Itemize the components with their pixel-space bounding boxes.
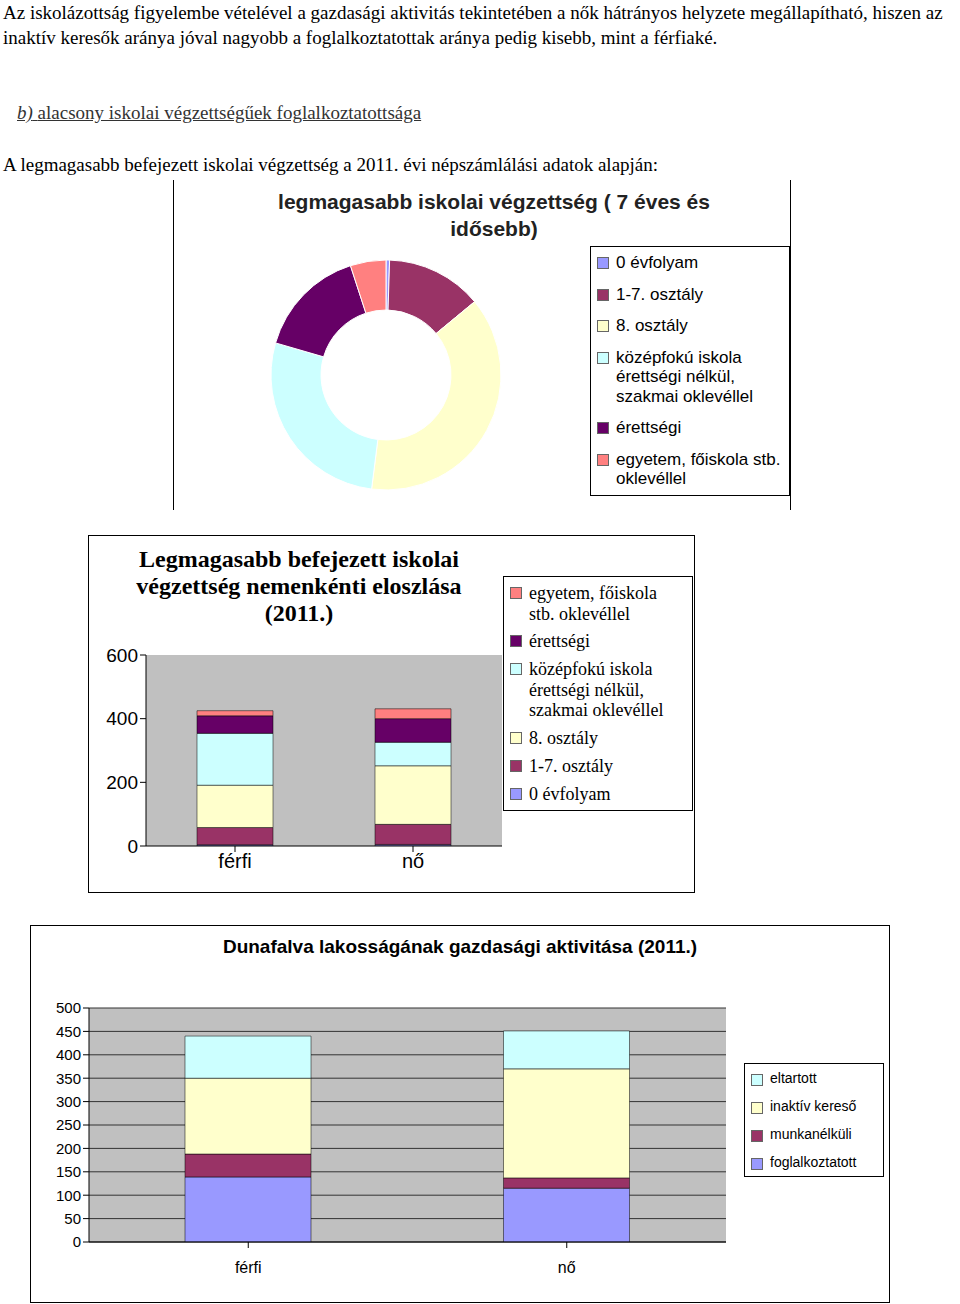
- html-text:8. osztály: 8. osztály: [529, 728, 598, 749]
- html-text:b) alacsony iskolai végzettség: b) alacsony iskolai végzettségűek foglal…: [17, 102, 422, 123]
- html-text:középfokú iskola érettségi nél: középfokú iskola érettségi nélkül, szakm…: [616, 347, 753, 406]
- svg-text:300: 300: [56, 1093, 81, 1110]
- html-text:A legmagasabb befejezett iskol: A legmagasabb befejezett iskolai végzett…: [3, 154, 659, 175]
- html-text:érettségi: érettségi: [616, 418, 682, 438]
- html-text:munkanélküli: munkanélküli: [770, 1126, 852, 1143]
- svg-text:férfi: férfi: [235, 1259, 262, 1276]
- html-text:legmagasabb iskolai végzettség: legmagasabb iskolai végzettség ( 7 éves …: [278, 190, 710, 240]
- svg-text:450: 450: [56, 1023, 81, 1040]
- svg-text:400: 400: [56, 1046, 81, 1063]
- svg-text:150: 150: [56, 1163, 81, 1180]
- svg-text:férfi: férfi: [218, 850, 251, 872]
- html-text:0 évfolyam: 0 évfolyam: [529, 783, 611, 804]
- svg-text:400: 400: [106, 708, 138, 729]
- html-text:eltartott: eltartott: [770, 1070, 817, 1086]
- svg-text:nő: nő: [558, 1259, 576, 1276]
- html-text:1-7. osztály: 1-7. osztály: [616, 284, 703, 304]
- svg-text:0: 0: [127, 836, 138, 857]
- html-text:Dunafalva lakosságának gazdasá: Dunafalva lakosságának gazdasági aktivit…: [222, 936, 698, 957]
- html-text:érettségi: érettségi: [529, 631, 590, 652]
- html-text:0 évfolyam: 0 évfolyam: [616, 253, 699, 272]
- html-text:foglalkoztatott: foglalkoztatott: [770, 1154, 857, 1171]
- svg-text:500: 500: [56, 999, 81, 1016]
- html-text:egyetem, főiskola stb. oklevél: egyetem, főiskola stb. oklevéllel: [529, 583, 657, 624]
- html-text:Legmagasabb befejezett iskolai: Legmagasabb befejezett iskolai végzettsé…: [136, 546, 462, 626]
- html-text:1-7. osztály: 1-7. osztály: [529, 755, 613, 776]
- svg-text:100: 100: [56, 1187, 81, 1204]
- svg-text:nő: nő: [402, 850, 424, 872]
- html-text:8. osztály: 8. osztály: [616, 316, 688, 336]
- html-text:egyetem, főiskola stb. oklevél: egyetem, főiskola stb. oklevéllel: [616, 449, 781, 489]
- html-text:inaktív kereső: inaktív kereső: [770, 1098, 857, 1115]
- html-text:Az iskolázottság figyelembe vé: Az iskolázottság figyelembe vételével a …: [3, 2, 943, 48]
- svg-text:200: 200: [56, 1140, 81, 1157]
- svg-text:200: 200: [106, 772, 138, 793]
- svg-text:600: 600: [106, 645, 138, 666]
- svg-text:0: 0: [73, 1233, 81, 1250]
- svg-text:250: 250: [56, 1116, 81, 1133]
- svg-text:350: 350: [56, 1070, 81, 1087]
- html-text:középfokú iskola érettségi nél: középfokú iskola érettségi nélkül, szakm…: [529, 659, 664, 721]
- svg-text:50: 50: [64, 1210, 81, 1227]
